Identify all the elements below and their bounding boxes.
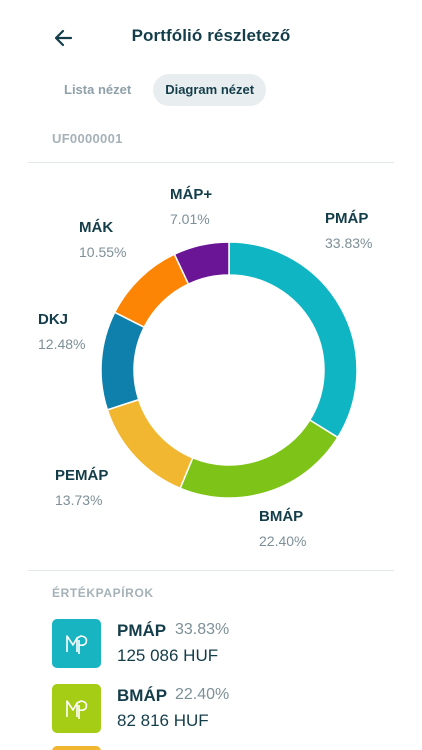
donut-slice-pmáp xyxy=(228,241,358,439)
chart-label-pemap: PEMÁP 13.73% xyxy=(55,467,109,508)
security-percent: 33.83% xyxy=(175,621,230,638)
chart-label-pmap: PMÁP 33.83% xyxy=(325,210,373,251)
security-amount: 125 086 HUF xyxy=(117,646,219,665)
donut-slice-mák xyxy=(113,253,190,329)
app-header: Portfólió részletező xyxy=(0,0,422,76)
view-tabs: Lista nézet Diagram nézet xyxy=(52,74,267,106)
account-id: UF0000001 xyxy=(52,131,123,146)
security-row-partial xyxy=(52,746,101,750)
divider xyxy=(28,162,394,163)
mp-logo-icon xyxy=(52,684,101,733)
divider xyxy=(28,570,394,571)
security-row-pmap[interactable]: PMÁP 33.83% 125 086 HUF xyxy=(52,619,392,669)
donut-slice-pemáp xyxy=(106,398,194,490)
donut-slice-dkj xyxy=(100,311,146,411)
tab-diagram-view[interactable]: Diagram nézet xyxy=(153,74,267,106)
securities-section-title: ÉRTÉKPAPÍROK xyxy=(52,586,154,600)
chart-label-bmap: BMÁP 22.40% xyxy=(259,508,307,549)
donut-slice-máp+ xyxy=(173,241,230,286)
security-name: BMÁP xyxy=(117,686,168,705)
chart-label-mak: MÁK 10.55% xyxy=(79,219,127,260)
mp-logo-icon xyxy=(52,619,101,668)
security-amount: 82 816 HUF xyxy=(117,711,209,730)
donut-slice-bmáp xyxy=(179,419,339,499)
chart-label-dkj: DKJ 12.48% xyxy=(38,311,86,352)
security-name: PMÁP xyxy=(117,621,167,640)
security-row-bmap[interactable]: BMÁP 22.40% 82 816 HUF xyxy=(52,684,392,734)
portfolio-donut-chart: MÁP+ 7.01% PMÁP 33.83% MÁK 10.55% DKJ 12… xyxy=(0,165,422,565)
chart-label-map-plus: MÁP+ 7.01% xyxy=(170,186,213,227)
arrow-left-icon xyxy=(54,29,73,47)
tab-list-view[interactable]: Lista nézet xyxy=(64,82,132,97)
security-percent: 22.40% xyxy=(175,686,230,703)
page-title: Portfólió részletező xyxy=(131,26,291,45)
back-button[interactable] xyxy=(50,24,78,52)
